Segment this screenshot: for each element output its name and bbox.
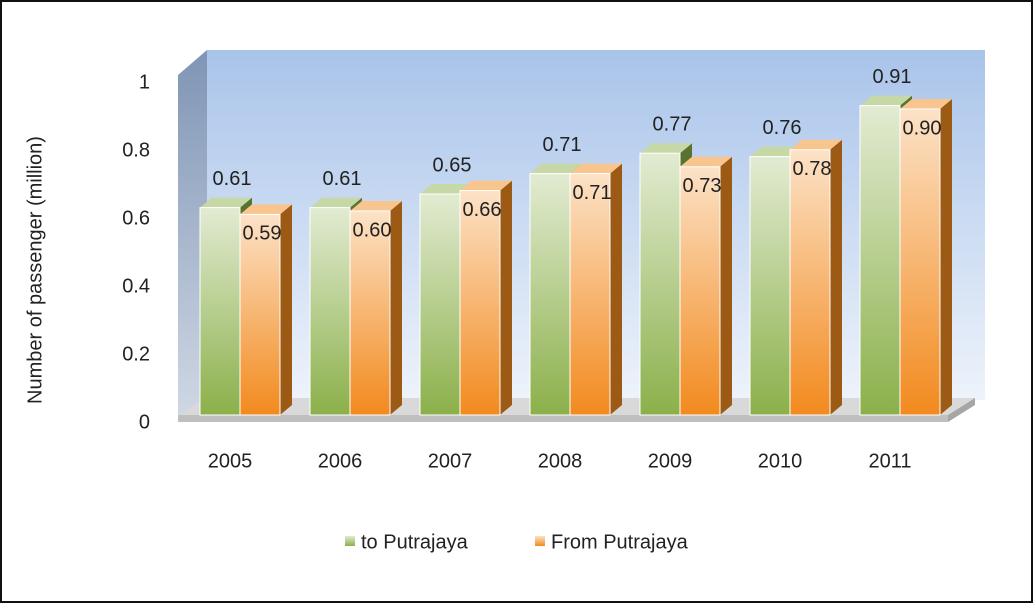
- bar-side: [390, 201, 402, 415]
- bar-top: [240, 204, 292, 215]
- bar: [309, 207, 351, 416]
- y-tick-label: 0.2: [122, 343, 150, 365]
- legend-label: From Putrajaya: [551, 531, 689, 553]
- bar: [639, 152, 681, 416]
- bar: [239, 213, 281, 416]
- y-tick-label: 0.8: [122, 139, 150, 161]
- bar: [199, 207, 241, 416]
- bar-top: [750, 146, 802, 157]
- value-label: 0.61: [213, 168, 252, 190]
- value-label: 0.71: [573, 182, 612, 204]
- bar-top: [420, 184, 472, 194]
- legend-label: to Putrajaya: [361, 531, 469, 553]
- value-label: 0.65: [433, 154, 472, 176]
- bar: [899, 108, 941, 416]
- bar: [349, 210, 391, 416]
- bar-top: [860, 95, 912, 106]
- value-label: 0.73: [683, 175, 722, 197]
- bar-top: [310, 197, 362, 208]
- floor-edge: [178, 415, 948, 422]
- y-axis-title: Number of passenger (million): [24, 136, 46, 404]
- bar: [569, 173, 611, 416]
- bar-top: [460, 180, 512, 191]
- x-tick-label: 2005: [208, 450, 253, 472]
- value-label: 0.71: [543, 134, 582, 156]
- bar-side: [720, 156, 732, 416]
- x-tick-label: 2009: [648, 450, 693, 472]
- bar-side: [280, 204, 292, 415]
- bar-top: [570, 163, 622, 174]
- legend-swatch: [535, 536, 545, 546]
- bar-top: [200, 197, 252, 208]
- value-label: 0.76: [763, 117, 802, 139]
- bar: [859, 105, 901, 416]
- y-tick-label: 0.6: [122, 207, 150, 229]
- bar-side: [500, 180, 512, 415]
- x-tick-label: 2011: [868, 450, 911, 472]
- floor-side: [948, 398, 975, 422]
- x-tick-label: 2010: [758, 450, 803, 472]
- y-tick-label: 0.4: [122, 275, 150, 297]
- value-label: 0.61: [323, 168, 362, 190]
- bar: [459, 190, 501, 416]
- bar: [679, 166, 721, 416]
- value-label: 0.77: [653, 113, 692, 135]
- bar-top: [350, 201, 402, 211]
- bar: [749, 156, 791, 416]
- value-label: 0.60: [353, 219, 392, 241]
- bar-top: [790, 139, 842, 150]
- x-tick-label: 2007: [428, 450, 473, 472]
- value-label: 0.66: [463, 199, 502, 221]
- bar: [789, 149, 831, 416]
- bar: [529, 173, 571, 416]
- value-label: 0.90: [903, 117, 942, 139]
- bar-top: [530, 163, 582, 174]
- x-tick-label: 2006: [318, 450, 363, 472]
- y-tick-label: 0: [139, 411, 150, 433]
- bar-side: [610, 163, 622, 415]
- bar-top: [640, 143, 692, 154]
- bar-side: [940, 99, 952, 415]
- bar-top: [680, 156, 732, 167]
- value-label: 0.91: [873, 66, 912, 88]
- value-label: 0.59: [243, 223, 282, 245]
- x-tick-label: 2008: [538, 450, 583, 472]
- bar-side: [830, 139, 842, 416]
- value-label: 0.78: [793, 158, 832, 180]
- bar-top: [900, 99, 952, 109]
- legend-swatch: [345, 536, 355, 546]
- bar: [419, 193, 461, 416]
- y-tick-label: 1: [139, 71, 150, 93]
